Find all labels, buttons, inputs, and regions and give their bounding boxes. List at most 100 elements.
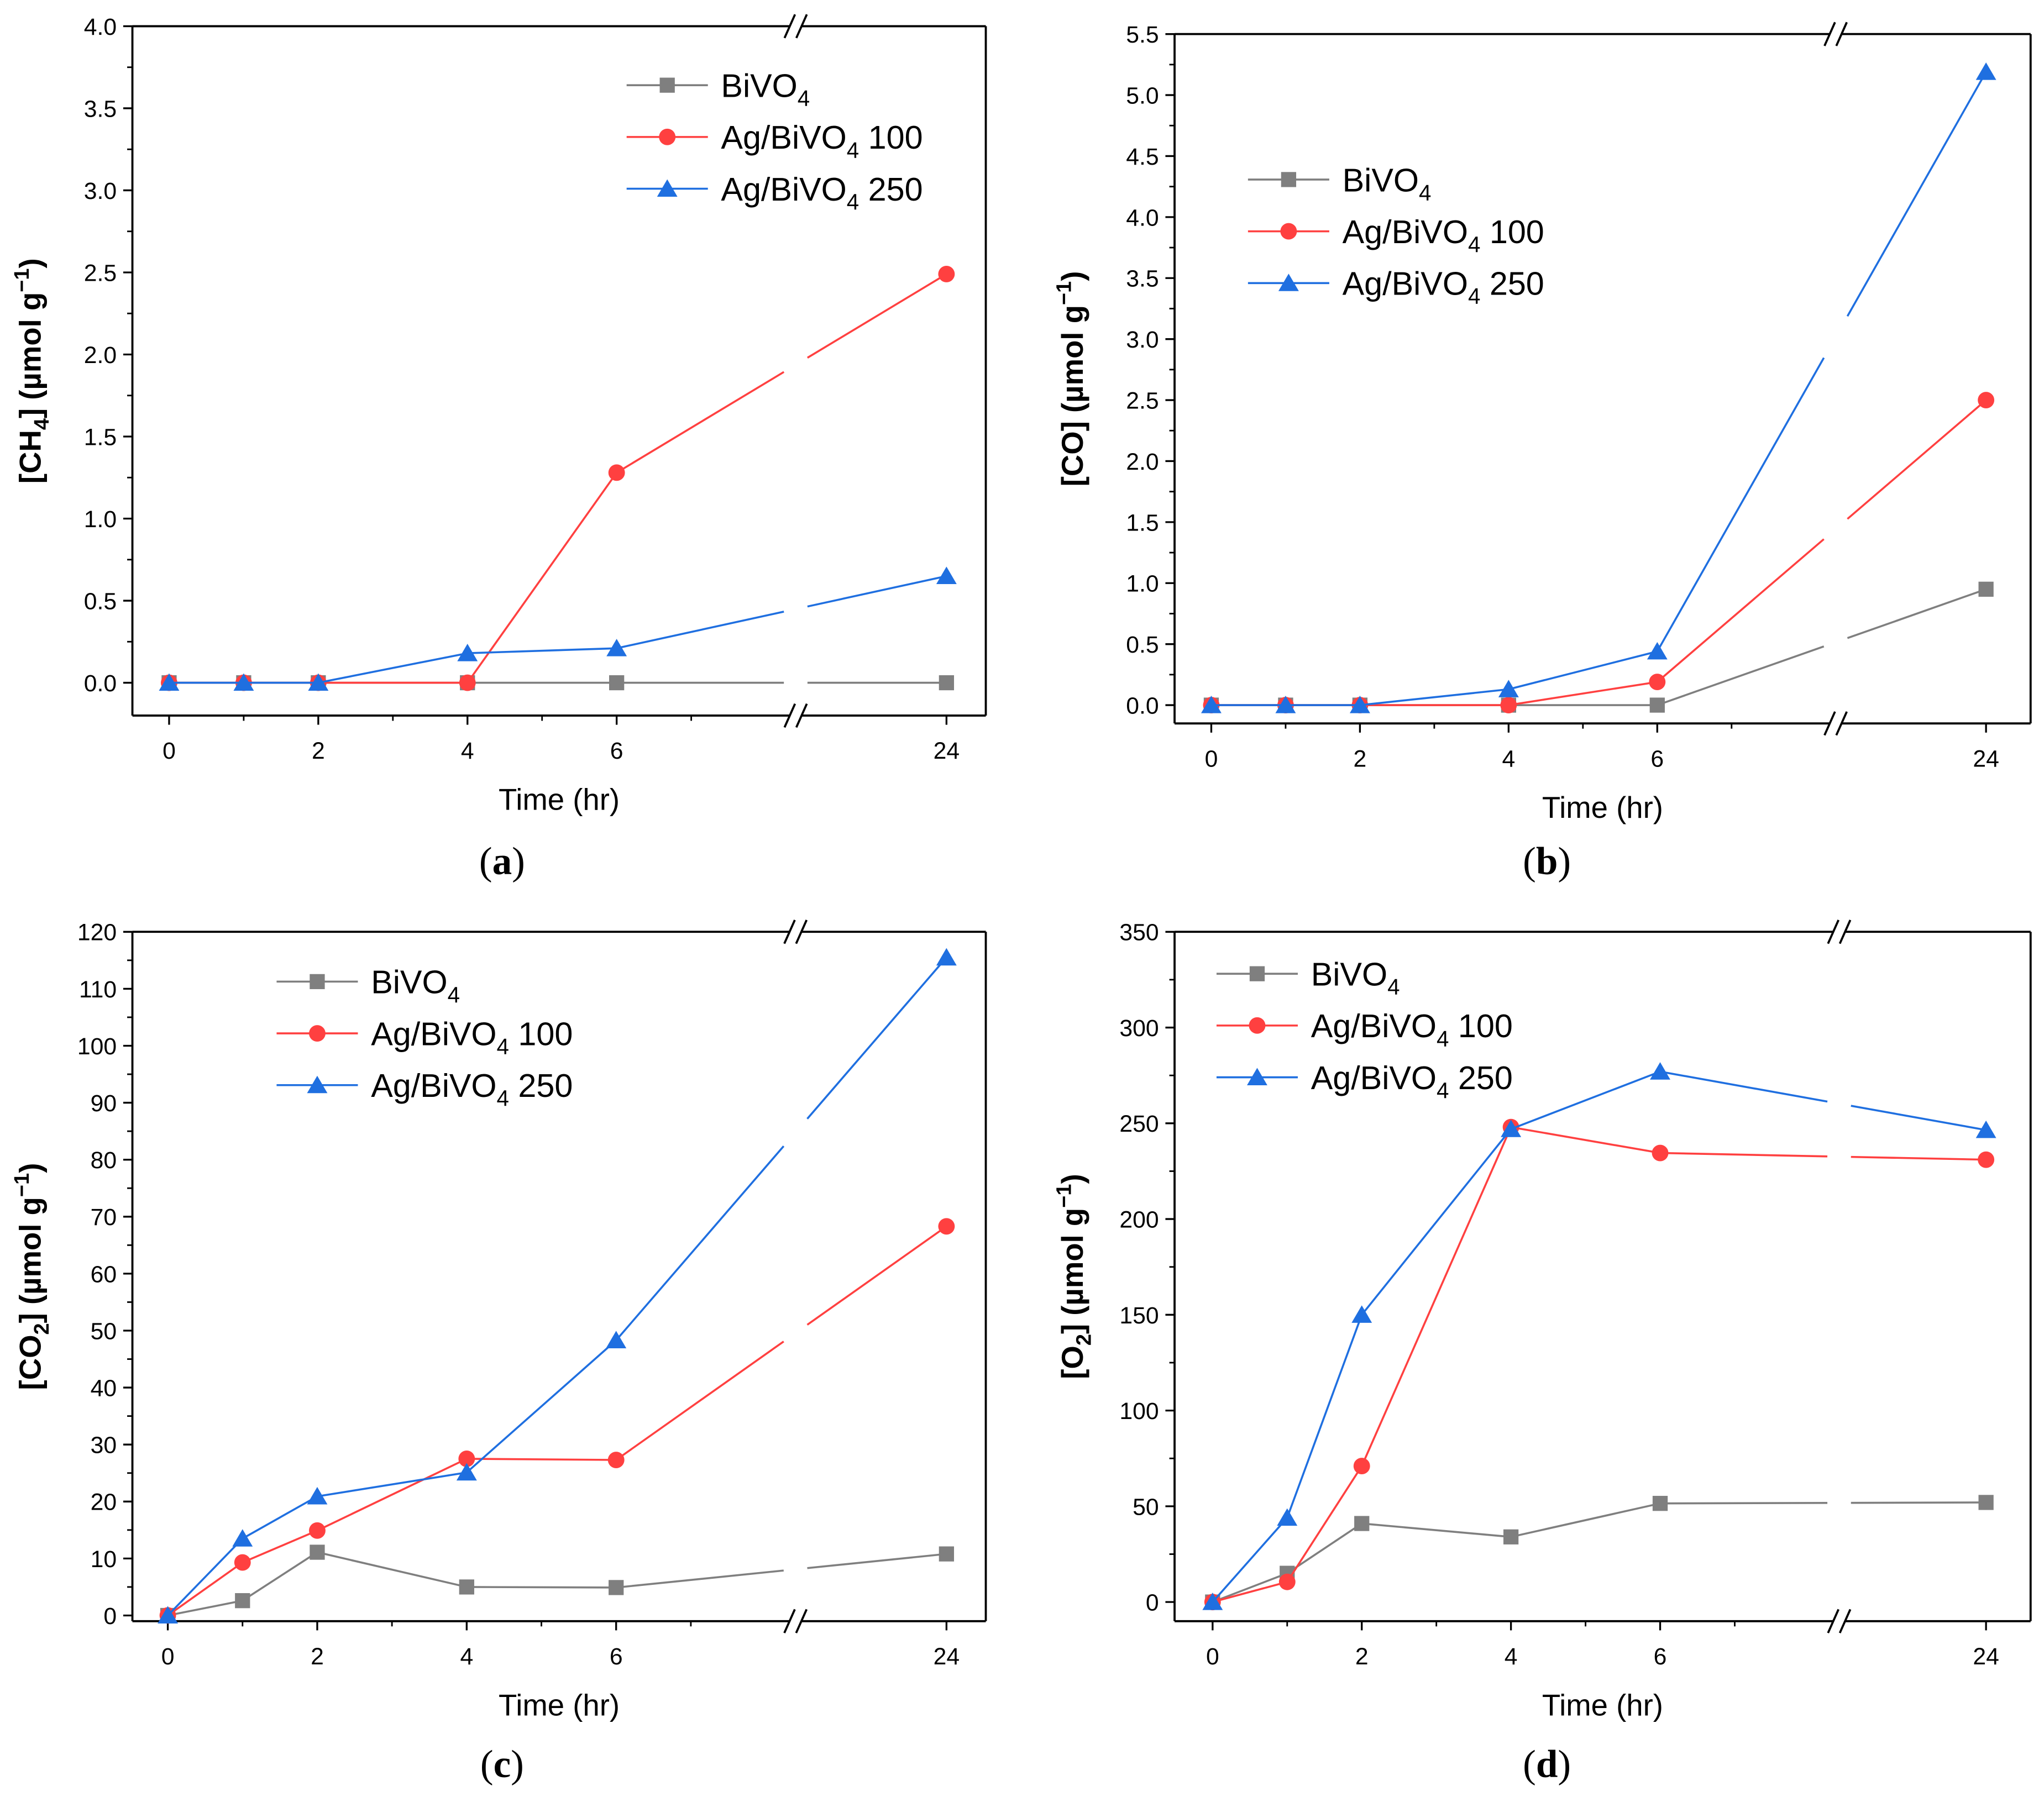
data-point-marker: [235, 1593, 250, 1609]
y-tick-label: 0.0: [84, 670, 117, 697]
y-axis-title-part: ): [1056, 271, 1089, 281]
legend-marker: [659, 77, 675, 93]
legend-label: Ag/BiVO4 250: [721, 171, 923, 215]
data-point-marker: [1501, 1120, 1522, 1137]
y-axis-title-superscript: −1: [1053, 1184, 1076, 1207]
legend-label: Ag/BiVO4 250: [1311, 1059, 1513, 1104]
x-axis-title: Time (hr): [1542, 791, 1663, 824]
legend-label-text: Ag/BiVO: [1343, 213, 1468, 250]
legend-marker: [307, 1075, 328, 1094]
data-point-marker: [233, 673, 254, 691]
series-line-segment: [1851, 1501, 1987, 1504]
legend-label-subscript: 4: [1387, 975, 1400, 1000]
series-line-segment: [1508, 650, 1658, 691]
series-line-segment: [1360, 688, 1509, 706]
legend-marker: [309, 1025, 326, 1042]
legend-label-text: BiVO: [1343, 161, 1419, 198]
x-tick-label: 0: [1205, 745, 1218, 772]
series-line-segment: [1511, 1502, 1660, 1538]
legend-label: Ag/BiVO4 250: [371, 1067, 573, 1111]
legend-label-subscript: 4: [847, 190, 859, 214]
axis-break-mark: [1823, 711, 1836, 736]
data-point-marker: [608, 464, 625, 481]
y-tick-label: 0: [1146, 1590, 1159, 1616]
y-axis-title: [O2] (µmol g−1): [1053, 1174, 1096, 1379]
series-1: [1203, 392, 1995, 714]
chart-panel-b: 0.00.51.01.52.02.53.03.54.04.55.05.50 2 4 6…: [1053, 22, 2032, 883]
data-point-marker: [1975, 1120, 1996, 1138]
caption-paren: ): [511, 1743, 524, 1786]
panel-caption: (a): [479, 840, 525, 883]
series-line-segment: [1657, 538, 1825, 683]
caption-paren: (: [1523, 1743, 1536, 1786]
legend-label: BiVO4: [371, 964, 460, 1008]
y-axis-title-part: ): [14, 1163, 48, 1173]
series-2: [158, 948, 957, 1623]
series-0: [1205, 1495, 1994, 1610]
legend-label: Ag/BiVO4 100: [1343, 213, 1544, 258]
data-point-marker: [1498, 680, 1519, 697]
legend-marker: [1249, 1017, 1266, 1034]
y-axis-title: [CH4] (µmol g−1): [11, 258, 54, 484]
data-point-marker: [158, 1606, 179, 1623]
data-point-marker: [456, 1463, 477, 1481]
data-point-marker: [1978, 581, 1994, 597]
series-line-segment: [1212, 1572, 1288, 1603]
data-point-marker: [936, 948, 957, 966]
y-tick-label: 0.0: [1126, 692, 1159, 719]
legend-label-subscript: 4: [1437, 1027, 1449, 1052]
y-axis-title-subscript: 4: [30, 418, 54, 430]
series-2: [1201, 62, 1996, 713]
legend-label-suffix: 250: [1480, 265, 1544, 302]
legend-label-text: Ag/BiVO: [721, 119, 846, 156]
series-1: [1204, 1118, 1995, 1611]
legend-label-subscript: 4: [497, 1086, 509, 1111]
y-tick-label: 0.5: [84, 588, 117, 614]
legend-label-suffix: 100: [1480, 213, 1544, 250]
y-tick-label: 100: [77, 1033, 117, 1060]
series-0: [1203, 581, 1994, 713]
series-2: [159, 566, 957, 691]
data-point-marker: [1649, 674, 1666, 691]
legend-label: Ag/BiVO4 100: [1311, 1007, 1513, 1052]
legend-label: BiVO4: [1311, 956, 1400, 1000]
x-tick-label: 24: [934, 738, 960, 764]
axis-break-mark: [1838, 919, 1852, 944]
y-tick-label: 120: [77, 919, 117, 946]
data-point-marker: [309, 1522, 326, 1539]
series-line-segment: [1660, 1502, 1828, 1505]
data-point-marker: [1978, 1495, 1994, 1510]
panel-caption: (b): [1523, 840, 1571, 883]
series-line-segment: [242, 1495, 318, 1539]
axis-break-mark: [783, 14, 796, 39]
data-point-marker: [938, 1218, 955, 1235]
series-line-segment: [167, 1538, 244, 1616]
series-line-segment: [806, 1225, 947, 1326]
data-point-marker: [1650, 1062, 1670, 1080]
series-1: [159, 1218, 955, 1624]
x-tick-label: 4: [460, 1643, 473, 1670]
series-line-segment: [1286, 1465, 1363, 1583]
legend-label-text: Ag/BiVO: [1343, 265, 1468, 302]
series-line-segment: [1656, 357, 1825, 652]
caption-paren: ): [1558, 840, 1571, 883]
y-tick-label: 5.0: [1126, 82, 1159, 109]
y-tick-label: 200: [1119, 1206, 1159, 1233]
y-axis-title-part: [CO: [14, 1334, 48, 1390]
data-point-marker: [609, 675, 625, 691]
axis-break-mark: [783, 703, 796, 728]
y-axis-title-subscript: 2: [30, 1323, 54, 1334]
x-tick-label: 6: [610, 1643, 623, 1670]
data-point-marker: [939, 675, 955, 691]
x-tick-label: 0: [1206, 1643, 1219, 1670]
x-tick-label: 2: [1354, 745, 1367, 772]
legend-label-subscript: 4: [1419, 181, 1431, 206]
y-axis-title: [CO2] (µmol g−1): [11, 1163, 54, 1390]
data-point-marker: [458, 1451, 475, 1467]
y-tick-label: 10: [91, 1546, 117, 1573]
legend-label-subscript: 4: [1468, 233, 1480, 258]
legend-label-suffix: 100: [859, 119, 923, 156]
legend-label: BiVO4: [1343, 161, 1432, 206]
